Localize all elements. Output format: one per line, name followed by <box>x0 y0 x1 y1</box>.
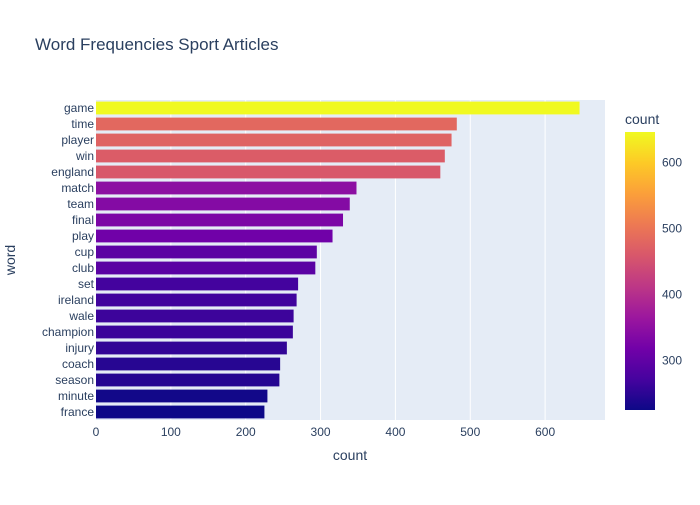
colorbar <box>625 132 655 410</box>
chart-title: Word Frequencies Sport Articles <box>35 35 278 54</box>
bar-champion <box>96 325 293 339</box>
y-tick-label: coach <box>62 357 94 371</box>
bar-player <box>96 133 452 147</box>
y-tick-label: france <box>61 405 95 419</box>
bar-game <box>96 101 580 115</box>
bar-england <box>96 165 441 179</box>
y-tick-label: team <box>67 197 94 211</box>
bar-time <box>96 117 457 131</box>
colorbar-tick-label: 500 <box>662 221 682 235</box>
bar-set <box>96 277 299 291</box>
x-tick-label: 400 <box>385 425 405 439</box>
y-tick-label: win <box>75 149 94 163</box>
x-tick-label: 300 <box>311 425 331 439</box>
bar-coach <box>96 357 281 371</box>
y-tick-label: champion <box>42 325 94 339</box>
y-tick-label: play <box>72 229 94 243</box>
y-tick-label: match <box>61 181 94 195</box>
colorbar-ticks: 300 400 500 600 <box>662 155 682 367</box>
y-tick-label: england <box>51 165 94 179</box>
colorbar-title: count <box>625 111 659 127</box>
bar-ireland <box>96 293 297 307</box>
bar-match <box>96 181 357 195</box>
y-tick-label: ireland <box>58 293 94 307</box>
bar-injury <box>96 341 287 355</box>
x-tick-label: 100 <box>161 425 181 439</box>
x-tick-label: 500 <box>460 425 480 439</box>
x-tick-label: 200 <box>236 425 256 439</box>
bar-season <box>96 373 280 387</box>
bar-minute <box>96 389 268 403</box>
y-tick-label: season <box>55 373 94 387</box>
bar-france <box>96 405 265 419</box>
bar-team <box>96 197 350 211</box>
y-tick-label: minute <box>58 389 94 403</box>
bar-wale <box>96 309 294 323</box>
y-tick-label: set <box>78 277 95 291</box>
x-axis-title: count <box>333 447 367 463</box>
bar-win <box>96 149 445 163</box>
colorbar-tick-label: 600 <box>662 155 682 169</box>
colorbar-tick-label: 400 <box>662 287 682 301</box>
bar-play <box>96 229 333 243</box>
bar-cup <box>96 245 317 259</box>
colorbar-tick-label: 300 <box>662 353 682 367</box>
y-tick-label: club <box>72 261 94 275</box>
y-tick-label: player <box>61 133 94 147</box>
plot-area <box>96 100 605 420</box>
x-axis-ticks: 0 100 200 300 400 500 600 <box>93 425 556 439</box>
y-tick-label: wale <box>68 309 94 323</box>
y-tick-label: final <box>72 213 94 227</box>
y-tick-label: game <box>64 101 94 115</box>
bar-final <box>96 213 344 227</box>
y-tick-label: cup <box>75 245 95 259</box>
y-axis-title: word <box>2 245 18 276</box>
y-axis-ticks: game time player win england match team final pl… <box>42 101 95 419</box>
x-tick-label: 0 <box>93 425 100 439</box>
y-tick-label: time <box>71 117 94 131</box>
y-tick-label: injury <box>65 341 94 355</box>
x-tick-label: 600 <box>535 425 555 439</box>
bar-club <box>96 261 316 275</box>
bars <box>96 101 580 419</box>
